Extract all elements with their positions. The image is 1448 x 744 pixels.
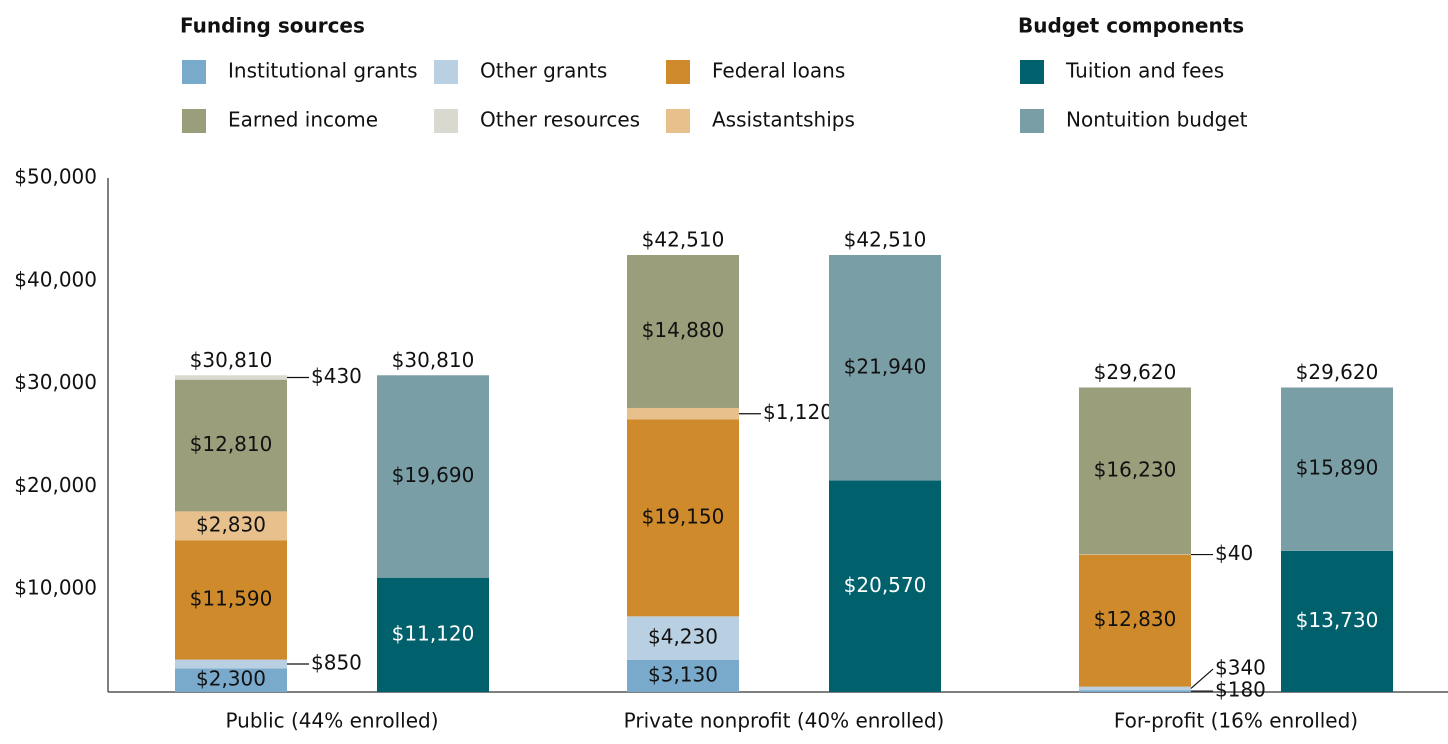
x-tick-label: Public (44% enrolled) <box>225 709 438 733</box>
legend-swatch <box>666 60 690 84</box>
legend-swatch <box>182 60 206 84</box>
data-label: $20,570 <box>844 573 927 597</box>
total-label: $42,510 <box>642 227 725 251</box>
legend-swatch <box>1020 109 1044 133</box>
legend-swatch <box>666 109 690 133</box>
total-label: $30,810 <box>392 348 475 372</box>
y-tick-label: $40,000 <box>14 267 97 291</box>
legend-label: Other resources <box>480 108 640 132</box>
legend-label: Tuition and fees <box>1065 59 1224 83</box>
data-label: $21,940 <box>844 354 927 378</box>
bar-segment <box>175 668 287 692</box>
data-label: $3,130 <box>648 662 718 686</box>
data-label: $11,590 <box>190 587 273 611</box>
legend-label: Nontuition budget <box>1066 108 1248 132</box>
total-label: $42,510 <box>844 227 927 251</box>
bar-segment <box>1079 554 1191 687</box>
y-tick-label: $30,000 <box>14 370 97 394</box>
data-label: $40 <box>1215 541 1253 565</box>
bar-segment <box>175 379 287 512</box>
legend-title: Funding sources <box>180 14 365 38</box>
data-label: $1,120 <box>763 400 833 424</box>
x-tick-label: For-profit (16% enrolled) <box>1114 709 1358 733</box>
data-label: $12,810 <box>190 432 273 456</box>
data-label: $2,300 <box>196 667 266 691</box>
legend-swatch <box>434 109 458 133</box>
bar-segment <box>627 419 739 617</box>
bar-segment <box>627 407 739 420</box>
y-tick-label: $20,000 <box>14 473 97 497</box>
bar-segment <box>175 511 287 541</box>
bar-segment <box>829 254 941 481</box>
data-label: $19,150 <box>642 504 725 528</box>
bar-segment <box>627 659 739 692</box>
data-label: $4,230 <box>648 625 718 649</box>
bar-segment <box>627 254 739 408</box>
data-label: $340 <box>1215 656 1266 680</box>
data-label: $430 <box>311 364 362 388</box>
data-label: $15,890 <box>1296 456 1379 480</box>
data-label: $12,830 <box>1094 607 1177 631</box>
data-label: $2,830 <box>196 512 266 536</box>
bar-segment <box>377 375 489 578</box>
legend-swatch <box>182 109 206 133</box>
legend-label: Federal loans <box>712 59 845 83</box>
legend-label: Assistantships <box>712 108 855 132</box>
y-tick-label: $10,000 <box>14 576 97 600</box>
total-label: $29,620 <box>1296 360 1379 384</box>
bar-segment <box>1281 387 1393 551</box>
data-label: $14,880 <box>642 318 725 342</box>
bar-segment <box>829 480 941 692</box>
legend-label: Earned income <box>228 108 378 132</box>
data-label: $180 <box>1215 678 1266 702</box>
legend-swatch <box>434 60 458 84</box>
bar-segment <box>1079 690 1191 692</box>
y-tick-label: $50,000 <box>14 165 97 189</box>
data-label: $19,690 <box>392 463 475 487</box>
total-label: $30,810 <box>190 348 273 372</box>
bar-segment <box>175 659 287 669</box>
bar-segment <box>175 540 287 660</box>
bar-segment <box>1281 550 1393 692</box>
data-label: $13,730 <box>1296 608 1379 632</box>
bar-segment <box>1079 686 1191 691</box>
bar-segment <box>627 616 739 660</box>
total-label: $29,620 <box>1094 360 1177 384</box>
legend-label: Other grants <box>480 59 607 83</box>
data-label: $850 <box>311 650 362 674</box>
legend-swatch <box>1020 60 1044 84</box>
bar-segment <box>175 375 287 380</box>
legend-title: Budget components <box>1018 14 1244 38</box>
bar-segment <box>1079 387 1191 555</box>
legend-label: Institutional grants <box>228 59 418 83</box>
data-label: $16,230 <box>1094 457 1177 481</box>
leader-line <box>1190 668 1214 689</box>
bar-segment <box>377 577 489 692</box>
data-label: $11,120 <box>392 621 475 645</box>
x-tick-label: Private nonprofit (40% enrolled) <box>624 709 945 733</box>
